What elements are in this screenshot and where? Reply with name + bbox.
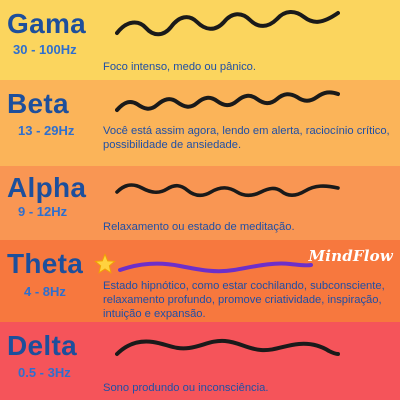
band-description: Relaxamento ou estado de meditação. xyxy=(103,221,295,233)
gama-wave xyxy=(115,10,340,37)
mindflow-logo: MindFlow xyxy=(308,247,393,265)
theta-wave xyxy=(118,261,313,274)
alpha-wave xyxy=(115,183,340,198)
band-name: Beta xyxy=(7,88,69,119)
band-delta: Delta 0.5 - 3Hz Sono produndo ou inconsc… xyxy=(0,322,400,400)
band-frequency: 4 - 8Hz xyxy=(24,284,66,299)
band-frequency: 0.5 - 3Hz xyxy=(18,365,71,380)
beta-wave xyxy=(115,90,340,112)
band-frequency: 30 - 100Hz xyxy=(13,42,77,57)
delta-wave xyxy=(115,338,340,356)
band-name: Theta xyxy=(7,248,84,279)
band-frequency: 13 - 29Hz xyxy=(18,123,75,138)
band-description: Foco intenso, medo ou pânico. xyxy=(103,61,256,73)
band-frequency: 9 - 12Hz xyxy=(18,204,68,219)
band-theta: Theta 4 - 8Hz MindFlow Estado hipnótico,… xyxy=(0,240,400,322)
band-alpha: Alpha 9 - 12Hz Relaxamento ou estado de … xyxy=(0,166,400,240)
band-name: Alpha xyxy=(7,172,87,203)
band-description: Você está assim agora, lendo em alerta, … xyxy=(103,125,390,151)
band-name: Delta xyxy=(7,330,77,361)
band-name: Gama xyxy=(7,8,87,39)
band-description: Sono produndo ou inconsciência. xyxy=(103,382,269,394)
star-icon xyxy=(94,253,116,274)
band-beta: Beta 13 - 29Hz Você está assim agora, le… xyxy=(0,80,400,166)
band-gama: Gama 30 - 100Hz Foco intenso, medo ou pâ… xyxy=(0,0,400,80)
band-description: Estado hipnótico, como estar cochilando,… xyxy=(103,280,385,320)
